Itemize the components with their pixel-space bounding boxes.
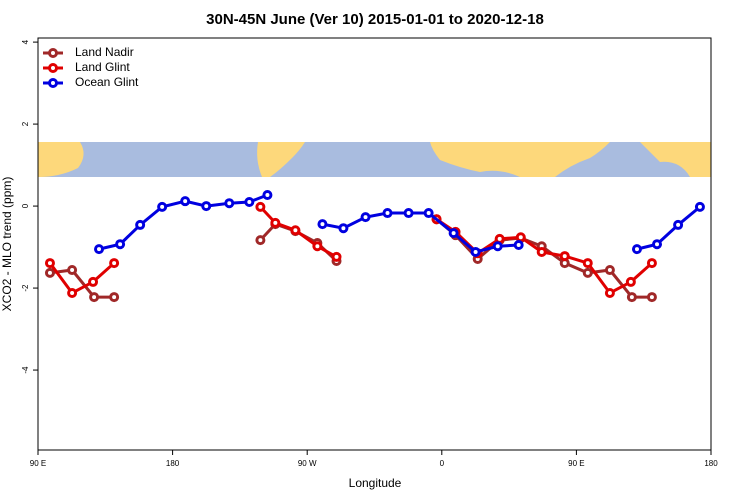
point [673, 219, 684, 230]
point [109, 292, 120, 303]
point [559, 251, 570, 262]
point [652, 239, 663, 250]
point [262, 190, 273, 201]
plot-frame [37, 37, 712, 451]
x-tick-label: 180 [166, 459, 180, 468]
x-tick-label: 0 [440, 459, 445, 468]
legend-marker [48, 63, 58, 73]
point [360, 212, 371, 223]
point [604, 287, 615, 298]
point [109, 258, 120, 269]
y-tick-label: -2 [21, 284, 30, 292]
point [403, 208, 414, 219]
point [331, 251, 342, 262]
point [255, 201, 266, 212]
point [44, 267, 55, 278]
point [67, 265, 78, 276]
point [423, 208, 434, 219]
x-tick-label: 180 [704, 459, 718, 468]
legend-label: Land Nadir [75, 45, 134, 59]
point [135, 219, 146, 230]
point [44, 258, 55, 269]
point [625, 276, 636, 287]
point [244, 196, 255, 207]
point [255, 235, 266, 246]
point [694, 201, 705, 212]
y-axis-label: XCO2 - MLO trend (ppm) [0, 177, 14, 312]
chart-title: 30N-45N June (Ver 10) 2015-01-01 to 2020… [206, 11, 544, 28]
point [582, 258, 593, 269]
point [582, 267, 593, 278]
point [492, 241, 503, 252]
point [338, 223, 349, 234]
legend-entry: Land Nadir [43, 45, 134, 59]
point [470, 246, 481, 257]
y-tick-label: 2 [21, 121, 30, 126]
point [89, 292, 100, 303]
y-tick-label: 0 [21, 203, 30, 208]
point [312, 241, 323, 252]
x-tick-label: 90 E [30, 459, 46, 468]
legend-label: Ocean Glint [75, 75, 139, 89]
point [290, 225, 301, 236]
point [180, 196, 191, 207]
point [94, 244, 105, 255]
point [270, 217, 281, 228]
point [67, 287, 78, 298]
legend-entry: Land Glint [43, 60, 130, 74]
world-map-band [38, 142, 711, 177]
legend-marker [48, 78, 58, 88]
y-tick-label: 4 [21, 39, 30, 44]
point [224, 198, 235, 209]
point [515, 232, 526, 243]
point [317, 219, 328, 230]
point [513, 240, 524, 251]
point [626, 292, 637, 303]
y-tick-label: -4 [21, 366, 30, 374]
x-tick-label: 90 W [298, 459, 317, 468]
point [88, 276, 99, 287]
point [536, 246, 547, 257]
legend-label: Land Glint [75, 60, 130, 74]
point [382, 208, 393, 219]
legend-marker [48, 48, 58, 58]
point [448, 228, 459, 239]
point [115, 239, 126, 250]
point [646, 292, 657, 303]
point [646, 258, 657, 269]
point [157, 201, 168, 212]
series-line [48, 205, 653, 295]
x-axis-label: Longitude [349, 476, 402, 490]
x-tick-label: 90 E [568, 459, 584, 468]
point [201, 201, 212, 212]
legend-entry: Ocean Glint [43, 75, 139, 89]
point [604, 265, 615, 276]
point [631, 244, 642, 255]
